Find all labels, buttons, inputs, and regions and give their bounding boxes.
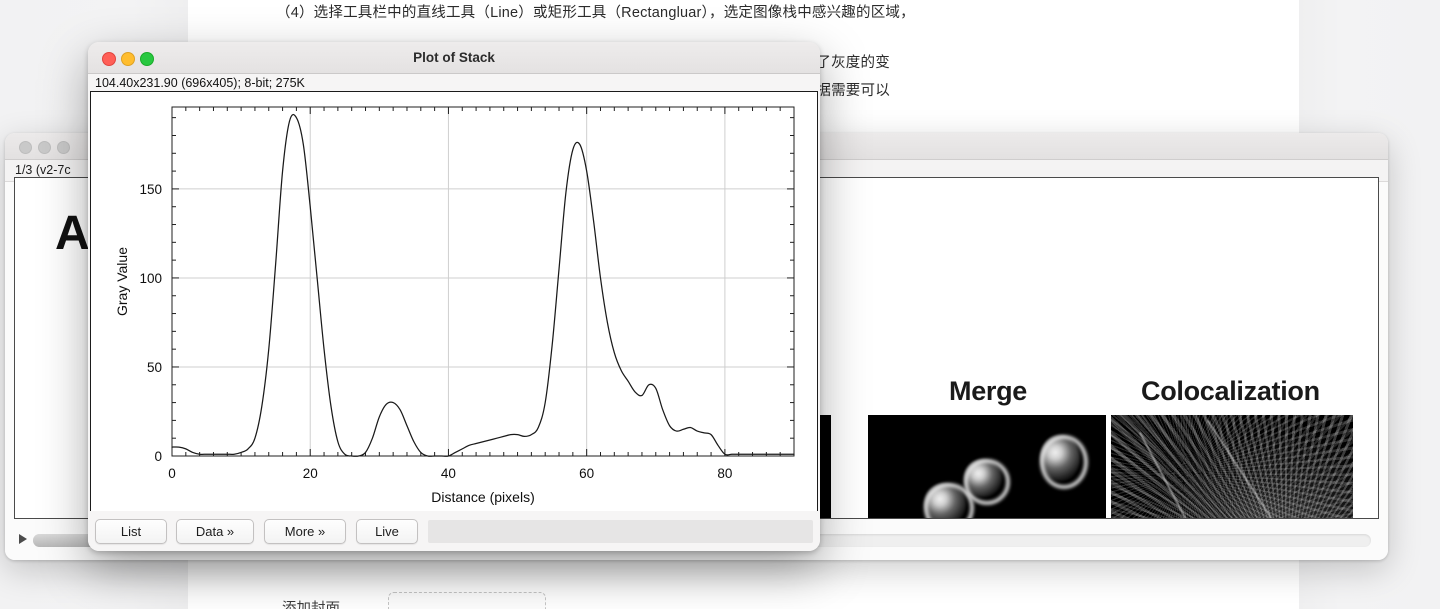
maximize-icon[interactable] (57, 141, 70, 154)
svg-text:60: 60 (579, 466, 594, 481)
cell-ring (964, 459, 1010, 505)
live-button[interactable]: Live (356, 519, 418, 544)
maximize-icon[interactable] (140, 52, 154, 66)
svg-text:100: 100 (139, 271, 162, 286)
panel-title-merge: Merge (949, 376, 1028, 406)
plot-window-titlebar[interactable]: Plot of Stack (88, 42, 820, 74)
plot-of-stack-window[interactable]: Plot of Stack 104.40x231.90 (696x405); 8… (88, 42, 820, 551)
panel-letter-label: A (55, 207, 90, 260)
svg-text:0: 0 (168, 466, 176, 481)
list-button[interactable]: List (95, 519, 167, 544)
add-cover-dropzone[interactable] (388, 592, 546, 609)
add-cover-label: 添加封面 (282, 601, 340, 609)
play-icon[interactable] (19, 534, 27, 544)
more-button[interactable]: More » (264, 519, 346, 544)
micrograph-panel-merge[interactable]: 20 μm (868, 415, 1106, 518)
plot-progress-bar (428, 520, 813, 543)
cell-ring (924, 483, 974, 518)
cell-ring (1040, 435, 1088, 489)
close-icon[interactable] (102, 52, 116, 66)
svg-text:50: 50 (147, 360, 162, 375)
document-text-line-1: （4）选择工具栏中的直线工具（Line）或矩形工具（Rectangluar），选… (276, 5, 915, 21)
background-window-title: 1/3 (v2-7c (15, 163, 71, 177)
svg-text:0: 0 (154, 449, 162, 464)
svg-text:40: 40 (441, 466, 456, 481)
svg-text:80: 80 (717, 466, 732, 481)
plot-button-bar: List Data » More » Live (88, 511, 820, 551)
plot-canvas[interactable]: 0 20 40 60 80 0 50 100 150 Distance (pixels) Gray … (90, 91, 818, 512)
plot-info-text: 104.40x231.90 (696x405); 8-bit; 275K (95, 76, 305, 90)
micrograph-panel-colocalization[interactable]: PCC = 0.92 (1111, 415, 1353, 518)
svg-text:20: 20 (303, 466, 318, 481)
svg-text:Gray Value: Gray Value (114, 247, 130, 316)
svg-text:150: 150 (139, 182, 162, 197)
panel-title-colocalization: Colocalization (1141, 376, 1320, 406)
minimize-icon[interactable] (38, 141, 51, 154)
plot-info-bar: 104.40x231.90 (696x405); 8-bit; 275K (88, 74, 820, 94)
minimize-icon[interactable] (121, 52, 135, 66)
plot-window-title: Plot of Stack (413, 50, 495, 65)
colocalization-noise-field (1111, 415, 1353, 518)
gray-value-profile-chart: 0 20 40 60 80 0 50 100 150 Distance (pixels) Gray … (114, 106, 795, 505)
svg-text:Distance (pixels): Distance (pixels) (431, 489, 534, 505)
data-button[interactable]: Data » (176, 519, 254, 544)
close-icon[interactable] (19, 141, 32, 154)
